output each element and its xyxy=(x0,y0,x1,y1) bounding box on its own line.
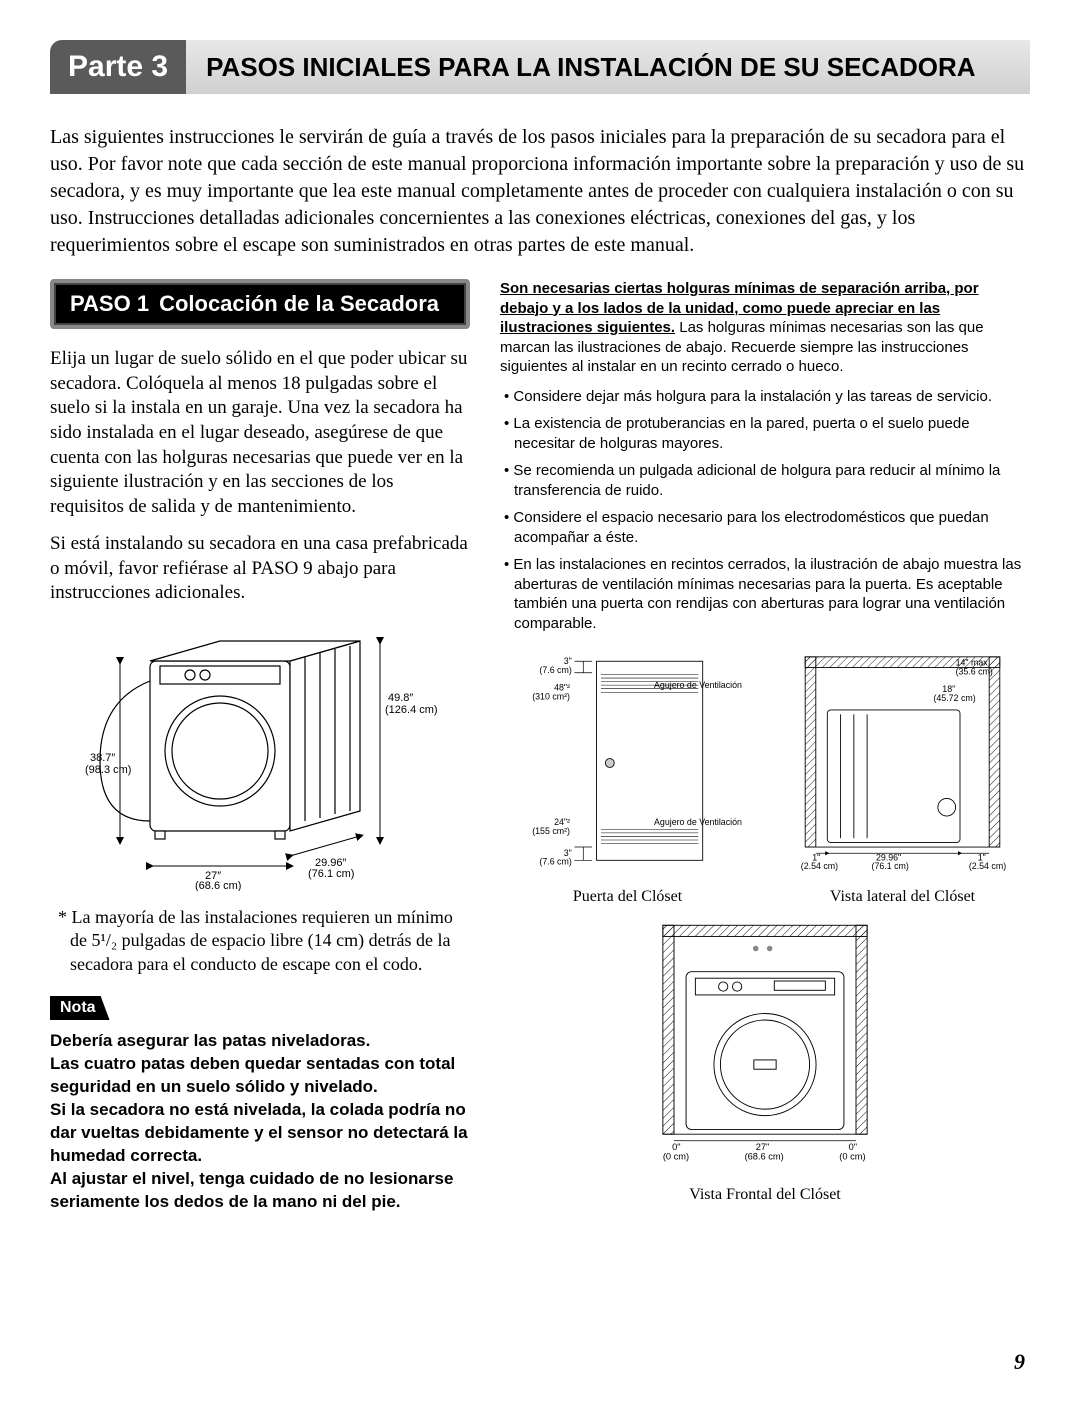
left-column: PASO 1 Colocación de la Secadora Elija un… xyxy=(50,279,470,1214)
side-caption: Vista lateral del Clóset xyxy=(775,888,1030,906)
svg-text:(68.6 cm): (68.6 cm) xyxy=(745,1151,784,1161)
step-number: PASO 1 xyxy=(70,291,149,316)
bullet-item: Considere el espacio necesario para los … xyxy=(500,508,1030,547)
closet-door-diagram: 3" (7.6 cm) 48"² (310 cm²) Agujero de Ve… xyxy=(500,648,755,906)
svg-text:(76.1 cm): (76.1 cm) xyxy=(872,861,909,871)
svg-text:38.7″: 38.7″ xyxy=(90,752,115,764)
nota-label: Nota xyxy=(50,996,110,1020)
front-caption: Vista Frontal del Clóset xyxy=(635,1186,895,1204)
step-title: Colocación de la Secadora xyxy=(159,291,439,316)
intro-paragraph: Las siguientes instrucciones le servirán… xyxy=(50,124,1030,259)
page-title: PASOS INICIALES PARA LA INSTALACIÓN DE S… xyxy=(186,40,1030,94)
svg-text:(7.6 cm): (7.6 cm) xyxy=(539,857,571,867)
svg-text:(45.72 cm): (45.72 cm) xyxy=(933,693,975,703)
svg-text:49.8″: 49.8″ xyxy=(388,692,413,704)
dryer-dimensions-diagram: 38.7″ (98.3 cm) 27″ (68.6 cm) 29.96″ (76… xyxy=(60,621,440,891)
closet-side-diagram: 14" max (35.6 cm) 18" (45.72 cm) 1" (2.5… xyxy=(775,648,1030,906)
right-column: Son necesarias ciertas holguras mínimas … xyxy=(500,279,1030,1214)
part-badge: Parte 3 xyxy=(50,40,186,94)
svg-text:(126.4 cm): (126.4 cm) xyxy=(385,704,438,716)
bullet-item: En las instalaciones en recintos cerrado… xyxy=(500,555,1030,633)
bullet-item: La existencia de protuberancias en la pa… xyxy=(500,414,1030,453)
nota-text: Debería asegurar las patas niveladoras. … xyxy=(50,1030,470,1214)
svg-text:(0 cm): (0 cm) xyxy=(663,1151,689,1161)
clearance-intro: Son necesarias ciertas holguras mínimas … xyxy=(500,279,1030,377)
step-p1: Elija un lugar de suelo sólido en el que… xyxy=(50,347,470,520)
bullet-item: Se recomienda un pulgada adicional de ho… xyxy=(500,461,1030,500)
closet-front-diagram: 0" (0 cm) 27" (68.6 cm) 0" (0 cm) Vista … xyxy=(635,916,895,1204)
svg-text:(155 cm²): (155 cm²) xyxy=(532,826,570,836)
svg-text:(310 cm²): (310 cm²) xyxy=(532,691,570,701)
door-caption: Puerta del Clóset xyxy=(500,888,755,906)
footnote: * La mayoría de las instalaciones requie… xyxy=(70,906,470,976)
bullet-item: Considere dejar más holgura para la inst… xyxy=(500,387,1030,407)
page-header: Parte 3 PASOS INICIALES PARA LA INSTALAC… xyxy=(50,40,1030,94)
svg-text:(2.54 cm): (2.54 cm) xyxy=(969,861,1006,871)
svg-text:(68.6 cm): (68.6 cm) xyxy=(195,880,241,891)
clearance-bullets: Considere dejar más holgura para la inst… xyxy=(500,387,1030,634)
svg-text:Agujero de Ventilación: Agujero de Ventilación xyxy=(654,817,742,827)
svg-text:Agujero de Ventilación: Agujero de Ventilación xyxy=(654,680,742,690)
svg-text:(0 cm): (0 cm) xyxy=(839,1151,865,1161)
svg-text:(7.6 cm): (7.6 cm) xyxy=(539,665,571,675)
svg-text:(35.6 cm): (35.6 cm) xyxy=(956,667,993,677)
svg-text:(2.54 cm): (2.54 cm) xyxy=(801,861,838,871)
page-number: 9 xyxy=(1014,1349,1025,1375)
svg-text:(98.3 cm): (98.3 cm) xyxy=(85,764,131,776)
step-p2: Si está instalando su secadora en una ca… xyxy=(50,532,470,606)
svg-text:(76.1 cm): (76.1 cm) xyxy=(308,868,354,880)
step-badge: PASO 1 Colocación de la Secadora xyxy=(50,279,470,329)
